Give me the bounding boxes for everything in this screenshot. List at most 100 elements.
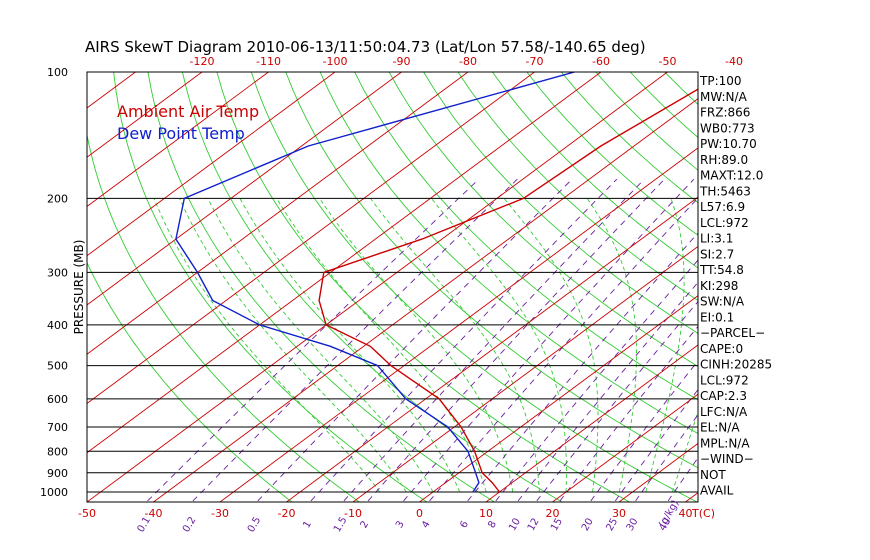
dew-point-temp-line <box>175 72 575 493</box>
diagram-grid <box>0 7 870 509</box>
moist-adiabat <box>239 198 461 493</box>
mixing-ratio-line <box>635 413 698 502</box>
dry-adiabat <box>790 31 870 502</box>
dry-adiabat <box>216 72 631 502</box>
dry-adiabat <box>822 31 870 502</box>
top-temp-tick-label: -120 <box>190 55 215 68</box>
index-item: NOT <box>700 468 726 482</box>
mixing-ratio-line <box>467 232 698 502</box>
bottom-temp-tick-label: -10 <box>344 507 362 520</box>
top-temp-tick-label: -90 <box>393 55 411 68</box>
index-item: LCL:972 <box>700 373 749 387</box>
bottom-temp-tick-label: -40 <box>145 507 163 520</box>
isotherm <box>87 72 469 355</box>
index-item: PW:10.70 <box>700 137 757 151</box>
top-temp-tick-label: -100 <box>323 55 348 68</box>
profile-series <box>175 72 698 493</box>
moist-adiabat <box>153 198 381 493</box>
isotherm <box>87 72 203 158</box>
mixing-ratio-line <box>367 178 665 502</box>
dry-adiabat <box>457 72 698 302</box>
mixing-ratio-label: 4 <box>420 519 433 530</box>
mixing-ratio-label: 20 <box>580 516 596 533</box>
dry-adiabat <box>526 72 698 236</box>
index-item: TT:54.8 <box>699 263 744 277</box>
pressure-tick-label: 200 <box>47 192 68 205</box>
index-item: LFC:N/A <box>700 405 748 419</box>
mixing-ratio-line <box>257 178 573 502</box>
index-item: AVAIL <box>700 484 734 498</box>
index-item: TH:5463 <box>699 184 751 198</box>
isotherm <box>352 245 698 502</box>
index-item: MAXT:12.0 <box>700 169 763 183</box>
mixing-ratio-label: 8 <box>486 519 499 530</box>
mixing-ratio-line <box>614 388 698 502</box>
mixing-ratio-line <box>147 178 480 502</box>
mixing-ratio-label: 2 <box>359 519 372 530</box>
plot-frame <box>86 71 699 503</box>
mixing-ratio-label: 3 <box>394 519 407 530</box>
dry-adiabat <box>87 133 361 502</box>
mixing-ratio-label: 1 <box>301 519 314 530</box>
index-item: EL:N/A <box>700 421 740 435</box>
bottom-temp-tick-label: 20 <box>546 507 560 520</box>
isotherm <box>285 196 698 502</box>
mixing-ratio-line <box>495 259 698 502</box>
top-temp-tick-label: -80 <box>459 55 477 68</box>
dry-adiabat <box>147 72 496 502</box>
legend-ambient-air-temp: Ambient Air Temp <box>117 102 259 121</box>
moist-adiabat <box>370 198 540 493</box>
index-item: −PARCEL− <box>700 326 765 340</box>
isotherm <box>87 72 602 454</box>
dry-adiabat <box>113 72 428 502</box>
isotherm <box>551 393 698 502</box>
isotherm <box>219 147 698 502</box>
isotherm <box>485 344 698 502</box>
pressure-tick-label: 500 <box>47 360 68 373</box>
mixing-ratio-line <box>536 300 698 502</box>
index-item: WB0:773 <box>700 121 755 135</box>
temp-axis-label: T(C) <box>691 507 715 520</box>
isotherm <box>0 7 24 509</box>
isotherm <box>87 72 336 257</box>
index-item: −WIND− <box>700 452 754 466</box>
bottom-temp-tick-label: -20 <box>278 507 296 520</box>
bottom-temp-tick-label: -30 <box>211 507 229 520</box>
index-item: TP:100 <box>699 74 742 88</box>
isotherm <box>809 7 870 509</box>
pressure-tick-label: 800 <box>47 445 68 458</box>
mixing-ratio-label: 0.5 <box>246 515 263 534</box>
isotherm <box>87 72 669 502</box>
mixing-ratio-line <box>559 325 698 502</box>
dry-adiabat <box>725 31 870 502</box>
mixing-ratio-label: 10 <box>507 516 523 533</box>
dry-adiabat <box>388 72 698 367</box>
y-axis-label: PRESSURE (MB) <box>72 240 86 335</box>
dry-adiabat <box>319 72 698 435</box>
index-item: CAP:2.3 <box>700 389 747 403</box>
index-item: LCL:972 <box>700 216 749 230</box>
index-item: SW:N/A <box>700 295 745 309</box>
pressure-tick-label: 300 <box>47 266 68 279</box>
dry-adiabat <box>664 72 698 105</box>
index-item: L57:6.9 <box>700 200 745 214</box>
pressure-tick-label: 600 <box>47 393 68 406</box>
index-item: LI:3.1 <box>700 232 733 246</box>
dry-adiabat <box>757 31 870 502</box>
mixing-ratio-label: 6 <box>458 519 471 530</box>
top-temp-tick-label: -110 <box>256 55 281 68</box>
mixing-ratio-line <box>403 178 695 502</box>
legend-dew-point-temp: Dew Point Temp <box>117 124 245 143</box>
top-temp-tick-label: -60 <box>592 55 610 68</box>
mixing-ratio-line <box>343 178 645 502</box>
bottom-temp-tick-label: 10 <box>479 507 493 520</box>
chart-title: AIRS SkewT Diagram 2010-06-13/11:50:04.7… <box>85 38 646 56</box>
mixing-ratio-line <box>517 281 698 502</box>
isotherm <box>87 72 403 306</box>
dry-adiabat <box>854 31 870 502</box>
moist-adiabat <box>276 198 487 493</box>
top-temp-tick-label: -70 <box>526 55 544 68</box>
pressure-tick-label: 700 <box>47 421 68 434</box>
dry-adiabat <box>423 72 698 334</box>
isotherm <box>742 7 870 509</box>
